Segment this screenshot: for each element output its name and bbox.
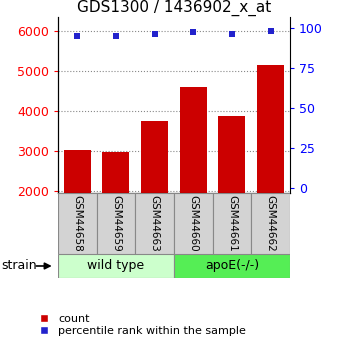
Title: GDS1300 / 1436902_x_at: GDS1300 / 1436902_x_at [77,0,271,16]
Text: apoE(-/-): apoE(-/-) [205,259,259,273]
Legend: count, percentile rank within the sample: count, percentile rank within the sample [33,314,246,336]
Bar [64,150,91,271]
Bar [135,193,174,254]
Bar [180,87,207,271]
Bar [174,193,212,254]
Text: GSM44661: GSM44661 [227,195,237,252]
Text: strain: strain [2,259,37,273]
Bar [58,254,174,278]
Bar [174,254,290,278]
Text: GSM44662: GSM44662 [266,195,276,252]
Bar [212,193,251,254]
Text: GSM44658: GSM44658 [72,195,82,252]
Bar [97,193,135,254]
Bar [141,121,168,271]
Bar [251,193,290,254]
Text: GSM44659: GSM44659 [111,195,121,252]
Bar [58,193,97,254]
Text: wild type: wild type [87,259,145,273]
Bar [218,116,246,271]
Bar [102,152,130,271]
Bar [257,65,284,271]
Text: GSM44663: GSM44663 [150,195,160,252]
Text: GSM44660: GSM44660 [188,195,198,252]
